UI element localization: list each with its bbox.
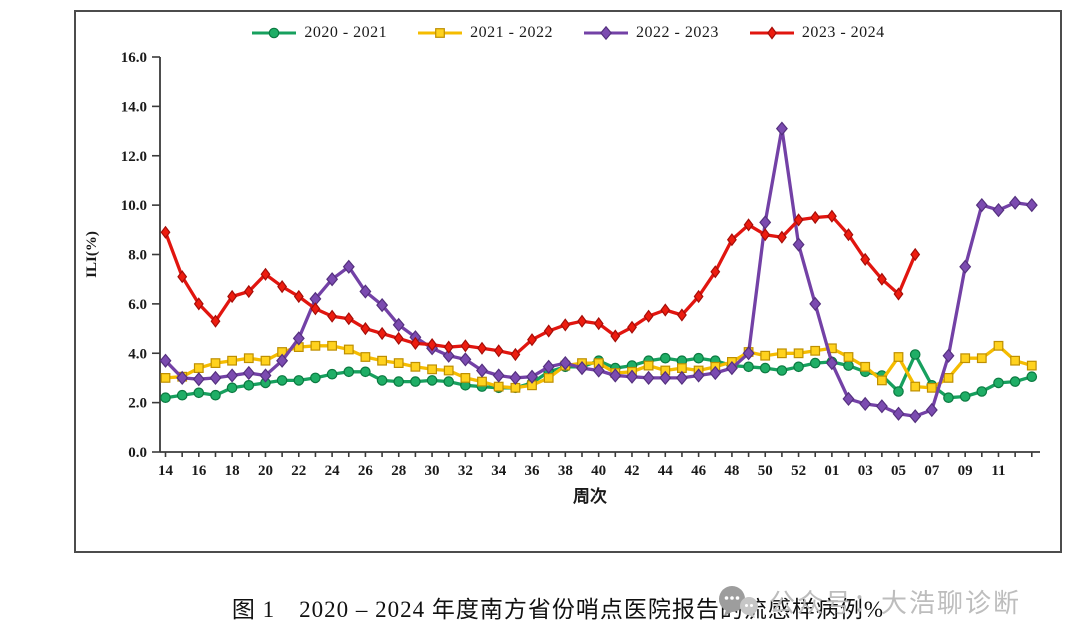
legend: 2020 - 2021 2021 - 2022 2022 - 2023 2023 - … <box>76 24 1060 42</box>
y-axis-tick-label: 10.0 <box>121 198 147 214</box>
y-axis-tick-label: 0.0 <box>128 445 147 461</box>
series-2023-2024 <box>160 209 921 362</box>
series-2022-2023 <box>159 121 1038 424</box>
x-axis-tick-label: 20 <box>258 463 273 479</box>
x-axis-tick-label: 16 <box>191 463 207 479</box>
legend-label: 2020 - 2021 <box>304 24 388 41</box>
x-axis-tick-label: 09 <box>958 463 973 479</box>
x-axis-tick-label: 03 <box>858 463 873 479</box>
legend-marker <box>749 26 794 40</box>
x-axis-tick-label: 14 <box>158 463 174 479</box>
x-axis-tick-label: 52 <box>791 463 806 479</box>
x-axis-tick-label: 34 <box>491 463 507 479</box>
x-axis-tick-label: 50 <box>758 463 773 479</box>
legend-marker <box>418 28 463 38</box>
legend-marker <box>252 27 297 39</box>
x-axis-tick-label: 40 <box>591 463 606 479</box>
x-axis-tick-label: 44 <box>658 463 674 479</box>
legend-item: 2023 - 2024 <box>749 24 885 42</box>
x-axis-tick-label: 28 <box>391 463 406 479</box>
x-axis-tick-label: 01 <box>824 463 839 479</box>
legend-label: 2022 - 2023 <box>636 24 719 41</box>
x-axis-tick-label: 32 <box>458 463 473 479</box>
axes: 0.0 2.0 4.0 6.0 8.0 10.0 12.0 14.0 16.0 14 16 18 20 2… <box>84 50 1040 506</box>
x-axis-tick-label: 46 <box>691 463 707 479</box>
y-axis-tick-label: 2.0 <box>128 396 147 412</box>
figure-caption: 图 1 2020 – 2024 年度南方省份哨点医院报告的流感样病例% <box>231 597 885 622</box>
legend-label: 2023 - 2024 <box>801 24 885 41</box>
y-axis-tick-label: 12.0 <box>121 149 147 165</box>
chart-panel: 2020 - 2021 2021 - 2022 2022 - 2023 2023 - … <box>74 10 1062 553</box>
y-axis-tick-label: 8.0 <box>128 248 147 264</box>
x-axis-title: 周次 <box>573 486 607 506</box>
x-axis-tick-label: 11 <box>991 463 1005 479</box>
y-axis-title: ILI(%) <box>84 231 100 278</box>
legend-item: 2022 - 2023 <box>583 24 719 42</box>
x-axis-tick-label: 05 <box>891 463 906 479</box>
x-axis-tick-label: 07 <box>924 463 940 479</box>
y-axis-tick-label: 4.0 <box>128 346 147 362</box>
x-axis-tick-label: 38 <box>558 463 573 479</box>
x-axis-tick-label: 30 <box>425 463 440 479</box>
legend-item: 2020 - 2021 <box>251 24 387 42</box>
y-axis-tick-label: 16.0 <box>121 50 147 66</box>
x-axis-tick-label: 24 <box>325 463 341 479</box>
y-axis-tick-label: 14.0 <box>121 99 147 115</box>
x-axis-tick-label: 26 <box>358 463 374 479</box>
y-axis-tick-label: 6.0 <box>128 297 147 313</box>
x-axis-tick-label: 48 <box>724 463 739 479</box>
x-axis-tick-label: 22 <box>291 463 306 479</box>
chart-svg: 0.0 2.0 4.0 6.0 8.0 10.0 12.0 14.0 16.0 14 16 18 20 2… <box>84 50 1040 506</box>
legend-item: 2021 - 2022 <box>417 24 553 42</box>
watermark-text: 公众号：大浩聊诊断 <box>769 588 1022 618</box>
x-axis-tick-label: 42 <box>624 463 639 479</box>
wechat-icon <box>719 585 758 618</box>
legend-label: 2021 - 2022 <box>470 24 553 41</box>
x-axis-tick-label: 36 <box>525 463 541 479</box>
watermark: 公众号：大浩聊诊断 <box>716 583 1021 620</box>
x-axis-tick-label: 18 <box>225 463 240 479</box>
legend-marker <box>584 25 628 41</box>
